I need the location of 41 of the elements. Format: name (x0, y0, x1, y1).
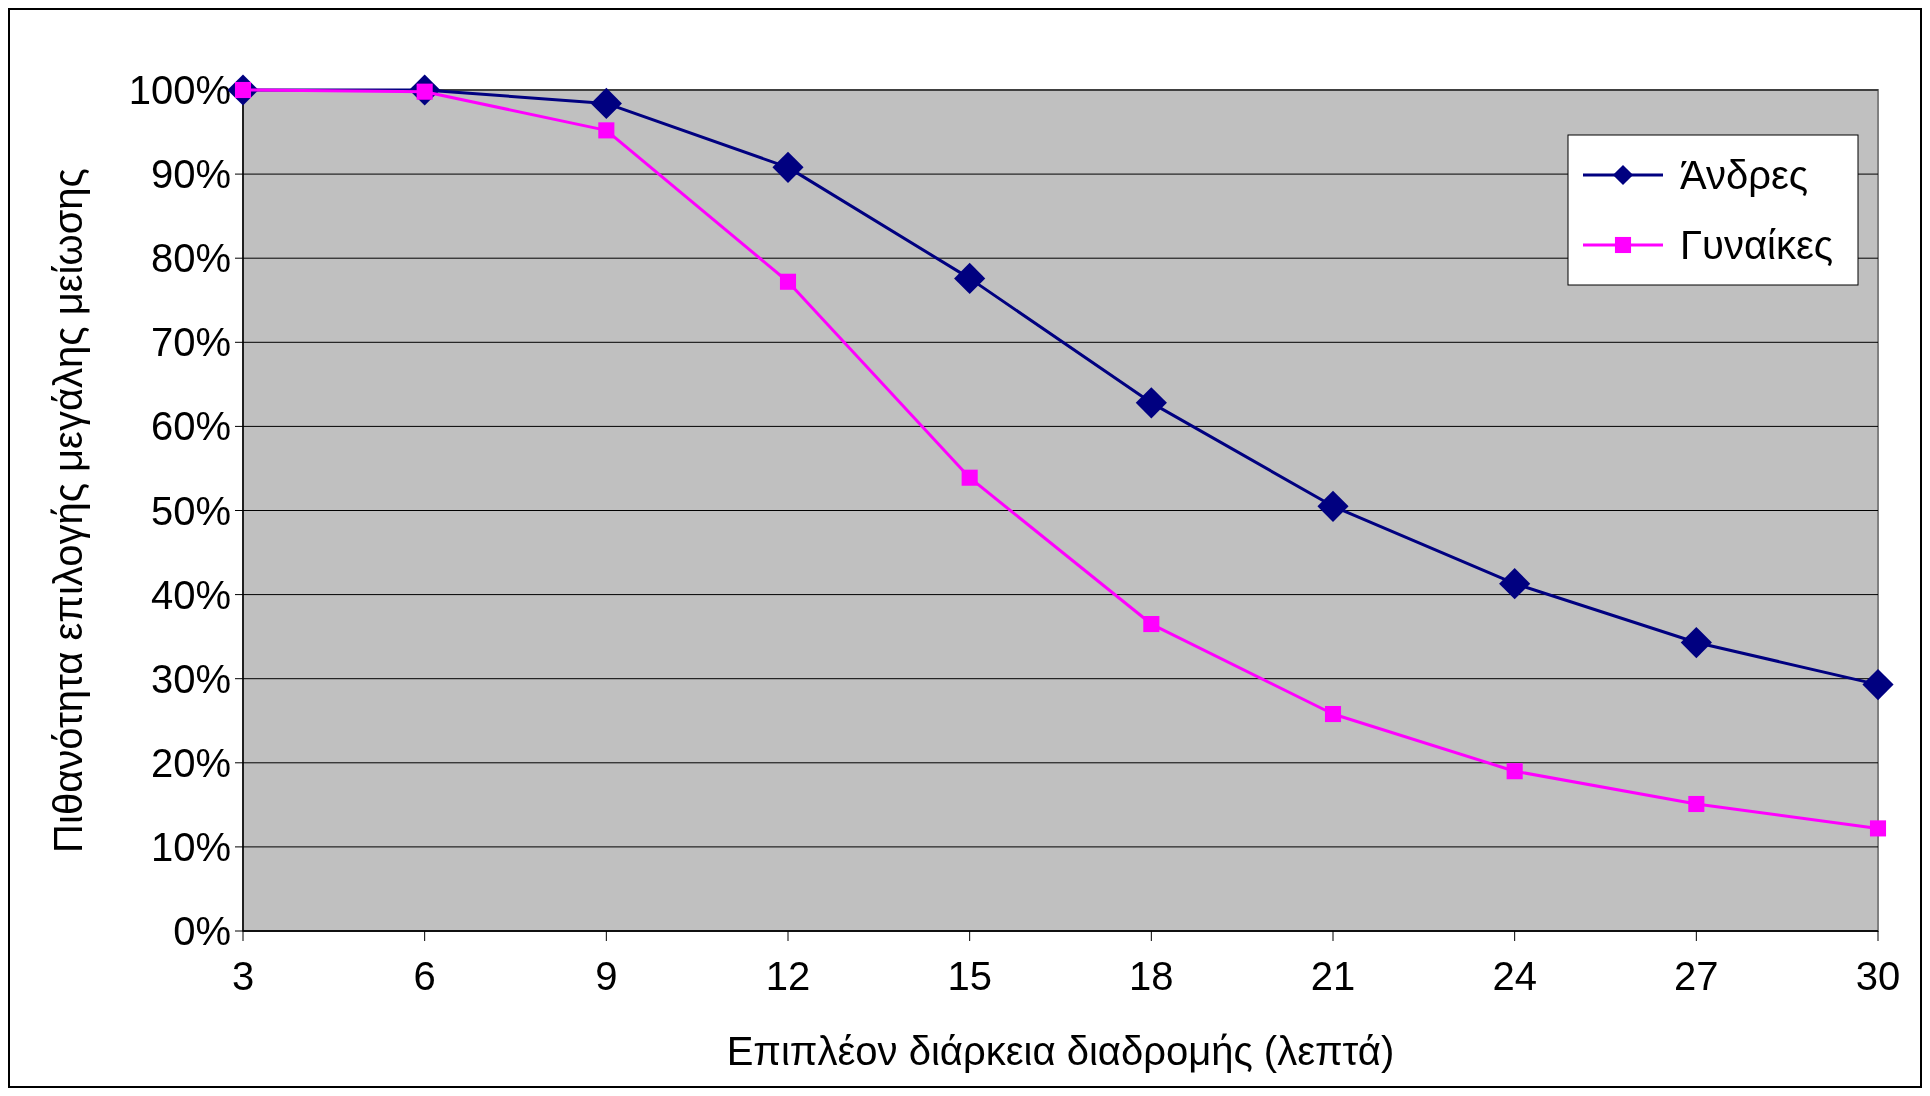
point (1506, 763, 1523, 780)
x-tick-label: 21 (1310, 954, 1356, 998)
x-tick-label: 9 (595, 954, 618, 998)
y-tick-label: 10% (150, 824, 231, 869)
x-tick-label: 6 (413, 954, 436, 998)
x-tick-label: 27 (1674, 954, 1719, 998)
point (954, 262, 986, 294)
point (779, 273, 797, 290)
y-tick-label: 20% (150, 740, 231, 785)
x-tick-label: 15 (947, 954, 992, 998)
x-tick-label: 12 (765, 954, 811, 998)
point (1680, 626, 1712, 659)
y-tick-label: 60% (150, 404, 231, 449)
y-tick-label: 90% (150, 152, 231, 197)
point (1324, 705, 1342, 723)
x-axis-title: Επιπλέον διάρκεια διαδρομής (λεπτά) (726, 1029, 1395, 1073)
legend-label: Γυναίκες (1680, 223, 1834, 267)
point (1869, 820, 1887, 837)
point (1499, 568, 1531, 600)
y-tick-label: 50% (150, 488, 231, 533)
point (1135, 387, 1167, 419)
point (772, 151, 804, 183)
y-tick-label: 70% (150, 320, 231, 365)
point (1862, 668, 1894, 701)
y-tick-label: 100% (128, 68, 231, 112)
point (598, 122, 615, 139)
x-tick-label: 24 (1492, 954, 1537, 998)
point (1317, 490, 1349, 522)
point (961, 469, 978, 486)
x-tick-label: 18 (1129, 954, 1174, 998)
y-tick-label: 40% (150, 572, 231, 617)
legend-label: Άνδρες (1680, 153, 1809, 197)
y-tick-label: 80% (150, 236, 231, 281)
y-tick-label: 0% (173, 909, 231, 953)
y-tick-label: 30% (150, 656, 231, 701)
point (1688, 795, 1705, 813)
point (590, 87, 622, 120)
x-tick-label: 3 (231, 954, 255, 998)
point (1143, 615, 1160, 633)
x-tick-label: 30 (1855, 954, 1901, 998)
y-axis-title: Πιθανότητα επιλογής μεγάλης μείωσης (46, 168, 90, 853)
